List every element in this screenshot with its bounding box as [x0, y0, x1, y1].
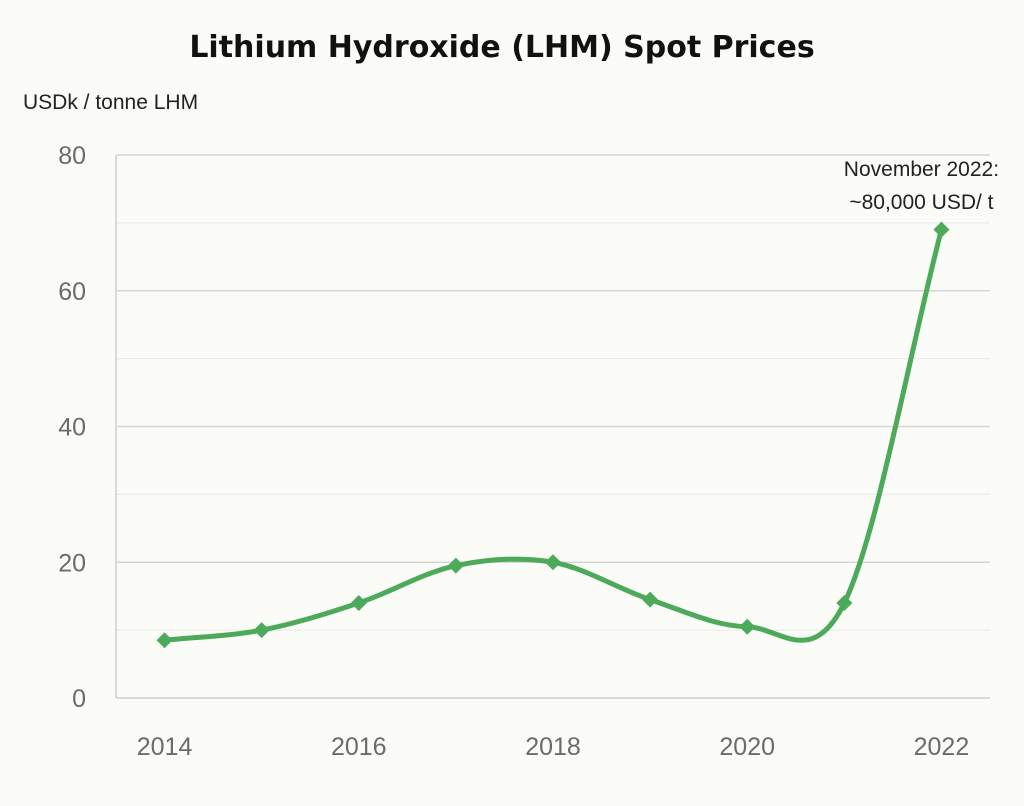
data-point-marker	[253, 622, 270, 639]
x-tick-label: 2014	[137, 733, 193, 761]
data-point-marker	[836, 594, 853, 611]
data-point-marker	[642, 591, 659, 608]
data-point-marker	[156, 632, 173, 649]
x-axis-ticks: 2014 2016 2018 2020 2022	[137, 733, 970, 761]
y-axis-ticks: 0 20 40 60 80	[58, 142, 86, 713]
y-tick-label: 80	[58, 142, 86, 170]
data-point-marker	[350, 594, 367, 611]
annotation-line: ~80,000 USD/ t	[849, 191, 993, 214]
data-point-marker	[447, 557, 464, 574]
x-tick-label: 2018	[525, 733, 581, 761]
gridlines	[115, 154, 990, 699]
annotation: November 2022: ~80,000 USD/ t	[844, 158, 999, 214]
y-tick-label: 0	[72, 685, 86, 713]
data-point-marker	[933, 221, 950, 238]
annotation-line: November 2022:	[844, 158, 999, 181]
x-tick-label: 2022	[914, 733, 970, 761]
data-point-marker	[739, 618, 756, 635]
chart-title: Lithium Hydroxide (LHM) Spot Prices	[189, 30, 814, 65]
series-line	[162, 227, 944, 643]
y-tick-label: 40	[58, 414, 86, 442]
y-axis-label: USDk / tonne LHM	[23, 91, 198, 114]
y-tick-label: 20	[58, 549, 86, 577]
x-tick-label: 2020	[719, 733, 775, 761]
x-tick-label: 2016	[331, 733, 387, 761]
data-markers	[156, 221, 950, 649]
y-tick-label: 60	[58, 278, 86, 306]
data-point-marker	[545, 554, 561, 571]
